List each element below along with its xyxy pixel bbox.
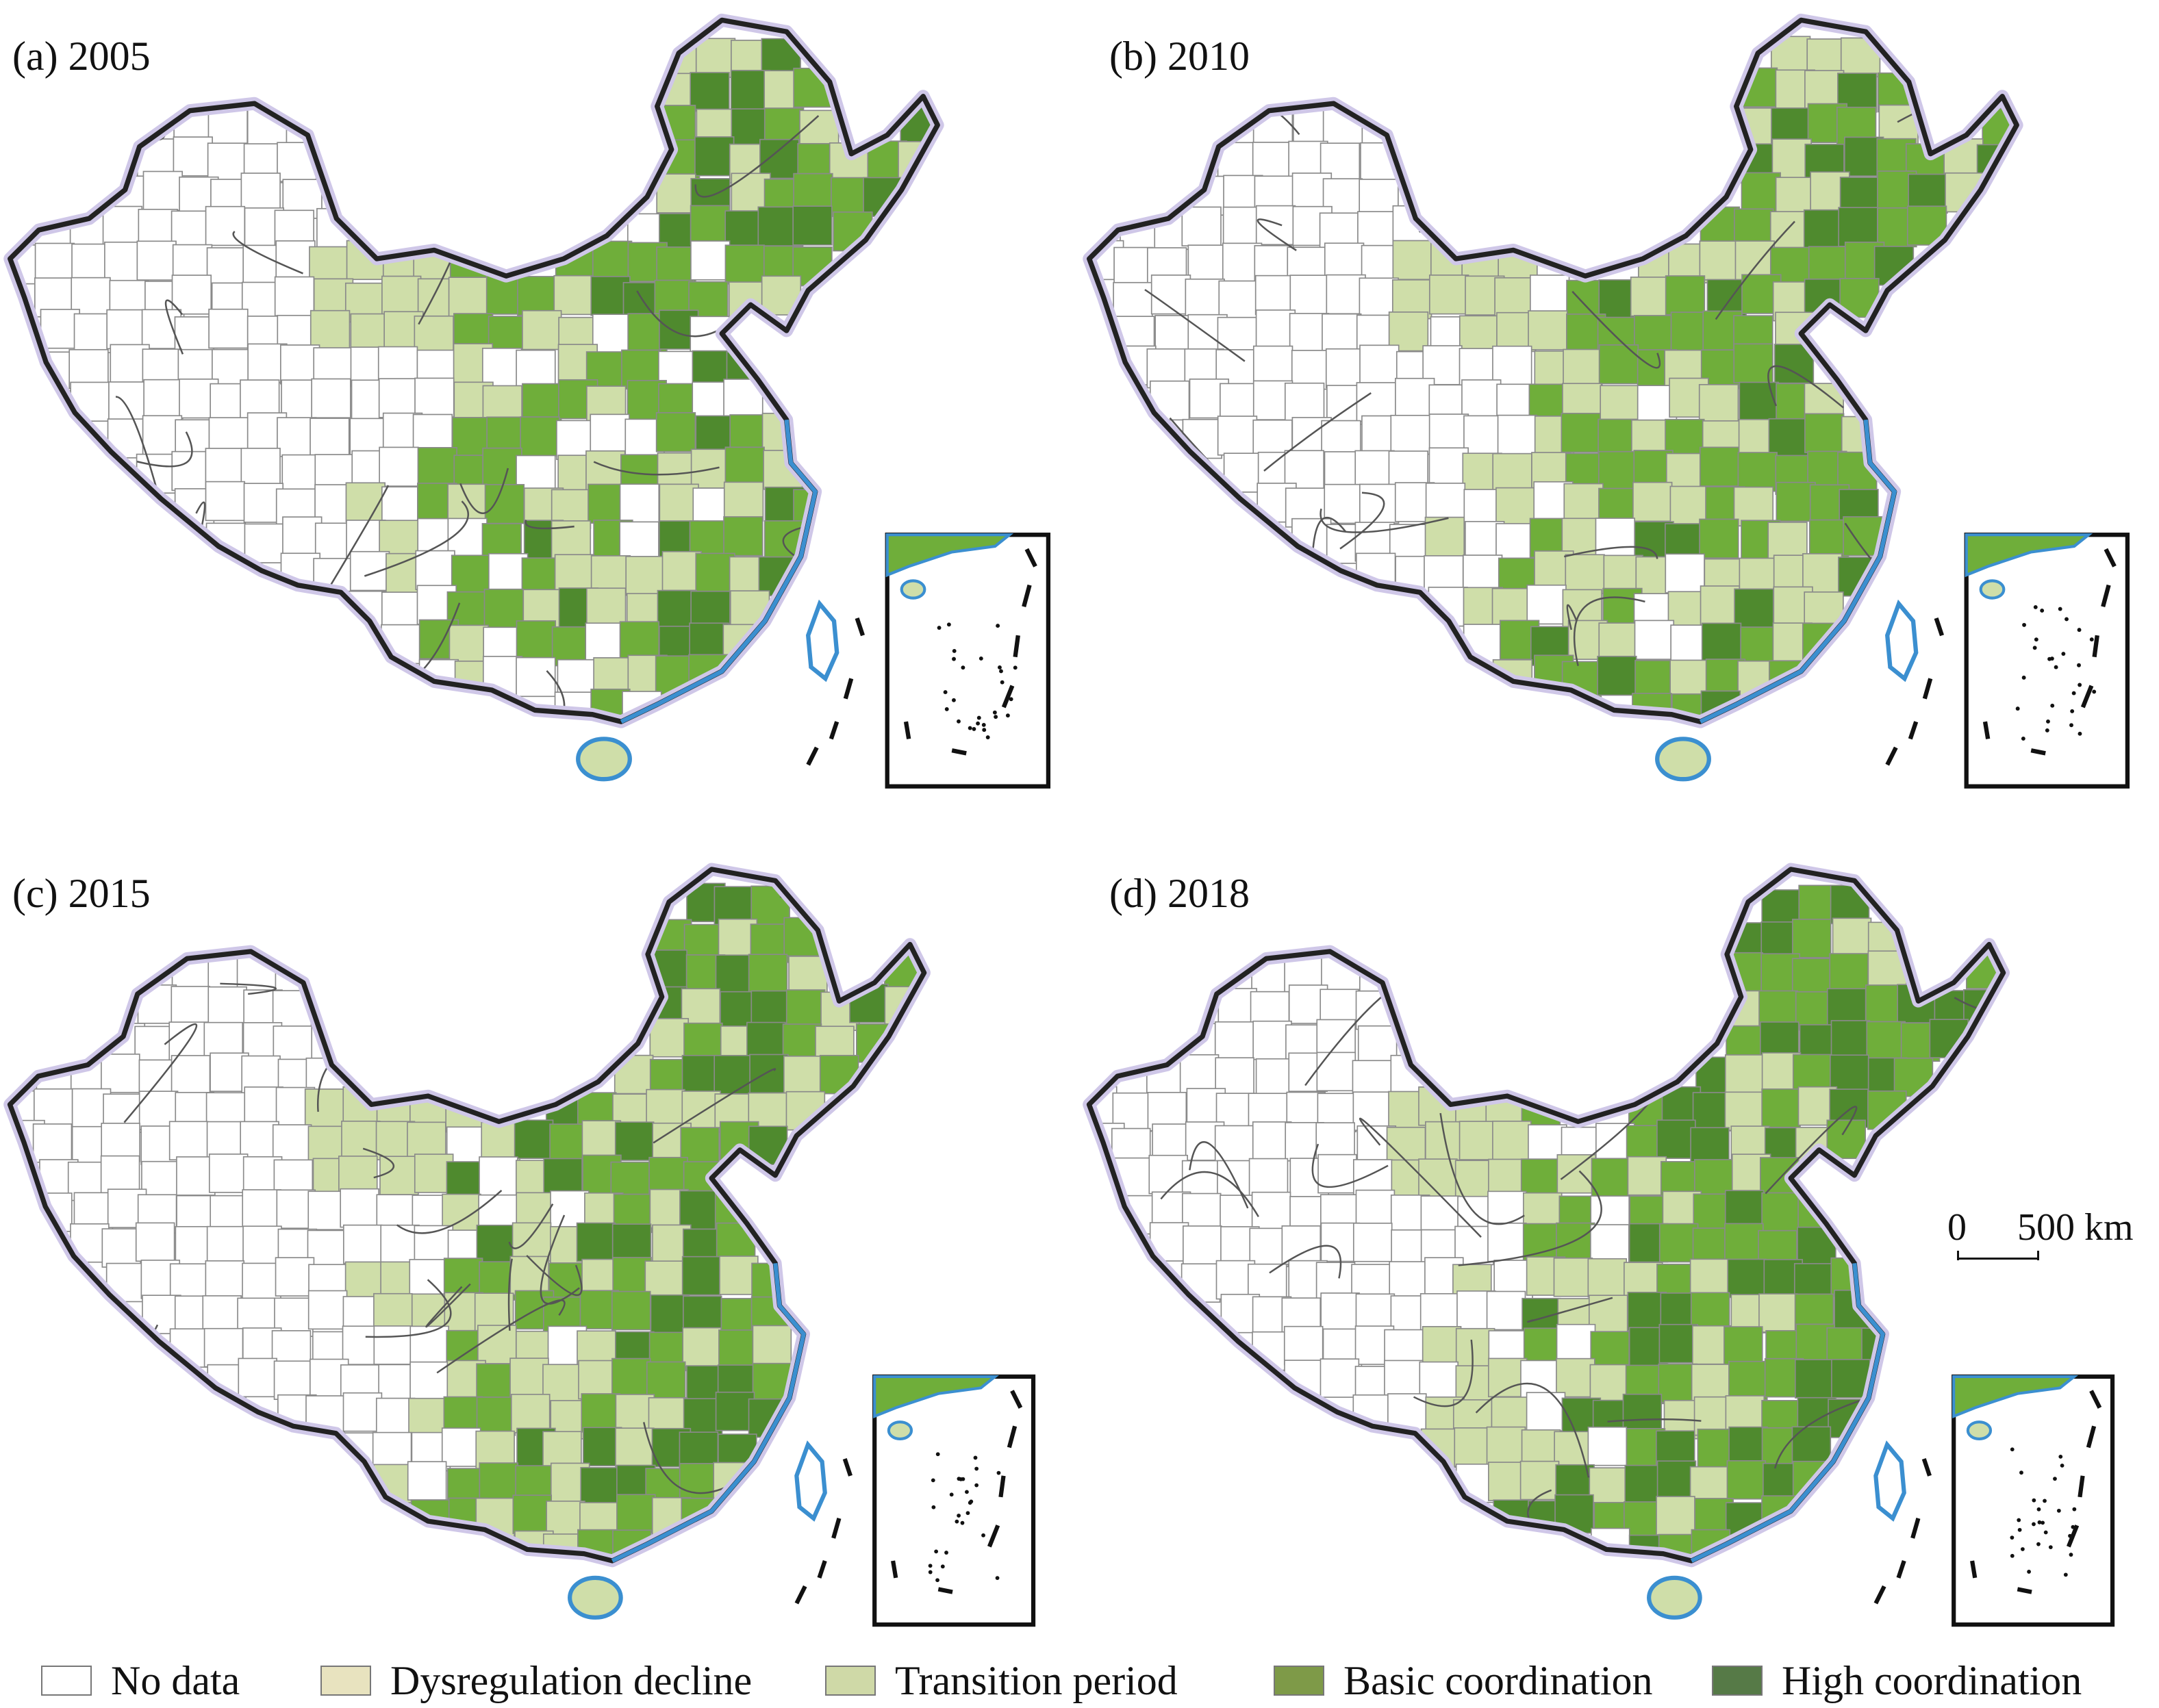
legend-label-basic-coordination: Basic coordination bbox=[1343, 1658, 1653, 1703]
legend-item-transition-period: Transition period bbox=[825, 1657, 1178, 1705]
legend-label-high-coordination: High coordination bbox=[1782, 1658, 2082, 1703]
panel-label-d: (d) 2018 bbox=[1109, 871, 1250, 916]
legend-label-transition-period: Transition period bbox=[895, 1658, 1178, 1703]
legend-item-no-data: No data bbox=[41, 1657, 240, 1705]
legend: No data Dysregulation decline Transition… bbox=[41, 1657, 2150, 1705]
scale-tick-left bbox=[1957, 1251, 1959, 1260]
legend-swatch-high-coordination bbox=[1712, 1666, 1763, 1696]
scale-bar: 0 500 km bbox=[1943, 1208, 2149, 1284]
map-b bbox=[1083, 13, 2130, 789]
map-a bbox=[3, 13, 1051, 789]
map-panel-a: (a) 2005 bbox=[0, 0, 1079, 852]
legend-item-basic-coordination: Basic coordination bbox=[1274, 1657, 1653, 1705]
legend-swatch-no-data bbox=[41, 1666, 92, 1696]
legend-item-dysregulation-decline: Dysregulation decline bbox=[320, 1657, 752, 1705]
panel-label-b: (b) 2010 bbox=[1109, 34, 1250, 79]
legend-label-dysregulation-decline: Dysregulation decline bbox=[390, 1658, 753, 1703]
scale-zero-label: 0 bbox=[1947, 1206, 1967, 1249]
map-d bbox=[1083, 863, 2115, 1627]
panel-label-c: (c) 2015 bbox=[12, 871, 151, 916]
map-panel-c: (c) 2015 bbox=[0, 852, 1079, 1646]
map-c bbox=[3, 863, 1036, 1627]
legend-label-no-data: No data bbox=[111, 1658, 240, 1703]
legend-item-high-coordination: High coordination bbox=[1712, 1657, 2082, 1705]
legend-swatch-transition-period bbox=[825, 1666, 876, 1696]
scale-tick-right bbox=[2037, 1251, 2039, 1260]
legend-swatch-dysregulation-decline bbox=[320, 1666, 371, 1696]
map-panel-d: (d) 2018 bbox=[1079, 852, 2158, 1646]
scale-distance-label: 500 km bbox=[2017, 1206, 2134, 1249]
legend-swatch-basic-coordination bbox=[1274, 1666, 1324, 1696]
scale-line bbox=[1957, 1258, 2039, 1260]
panel-label-a: (a) 2005 bbox=[12, 34, 151, 79]
map-panel-b: (b) 2010 bbox=[1079, 0, 2158, 852]
